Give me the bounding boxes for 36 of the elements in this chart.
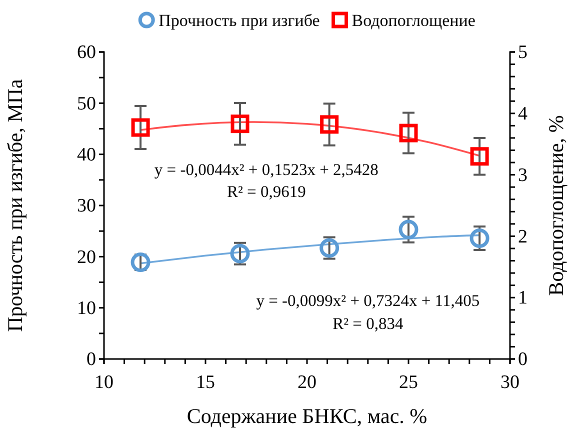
y2-tick-label: 0	[518, 349, 528, 370]
y2-tick-label: 5	[518, 42, 528, 64]
legend-label: Водопоглощение	[352, 11, 476, 30]
point	[320, 115, 339, 134]
point	[230, 114, 250, 134]
y-tick-label: 30	[77, 196, 96, 217]
y2-axis-title: Водопоглощение, %	[544, 115, 568, 296]
y-tick-label: 40	[77, 144, 96, 166]
point	[131, 118, 150, 137]
y2-tick-label: 3	[518, 164, 528, 186]
point	[320, 238, 340, 258]
point	[398, 220, 418, 240]
x-tick-label: 30	[500, 372, 520, 393]
point	[399, 124, 418, 142]
y-tick-label: 60	[77, 42, 96, 64]
x-tick-label: 20	[298, 372, 316, 393]
annotation: y = -0,0099x² + 0,7324x + 11,405	[256, 291, 480, 310]
point	[470, 228, 490, 248]
x-tick-label: 10	[94, 372, 114, 393]
legend-label: Прочность при изгибе	[158, 11, 320, 30]
point	[470, 147, 489, 166]
y-tick-label: 20	[77, 246, 96, 268]
x-axis-title: Содержание БНКС, мас. %	[186, 404, 428, 428]
y-tick-label: 50	[77, 93, 96, 114]
y2-tick-label: 4	[518, 103, 528, 124]
annotation: y = -0,0044x² + 0,1523x + 2,5428	[154, 160, 378, 179]
y2-tick-label: 2	[518, 226, 528, 248]
y-tick-label: 10	[77, 298, 96, 319]
point	[230, 244, 250, 264]
y-tick-label: 0	[86, 349, 96, 370]
x-tick-label: 25	[399, 372, 418, 393]
y2-tick-label: 1	[518, 288, 528, 309]
annotation: R² = 0,834	[332, 314, 404, 333]
x-tick-label: 15	[196, 372, 215, 393]
annotation: R² = 0,9619	[226, 182, 306, 201]
y-axis-title: Прочность при изгибе, МПа	[3, 78, 27, 332]
